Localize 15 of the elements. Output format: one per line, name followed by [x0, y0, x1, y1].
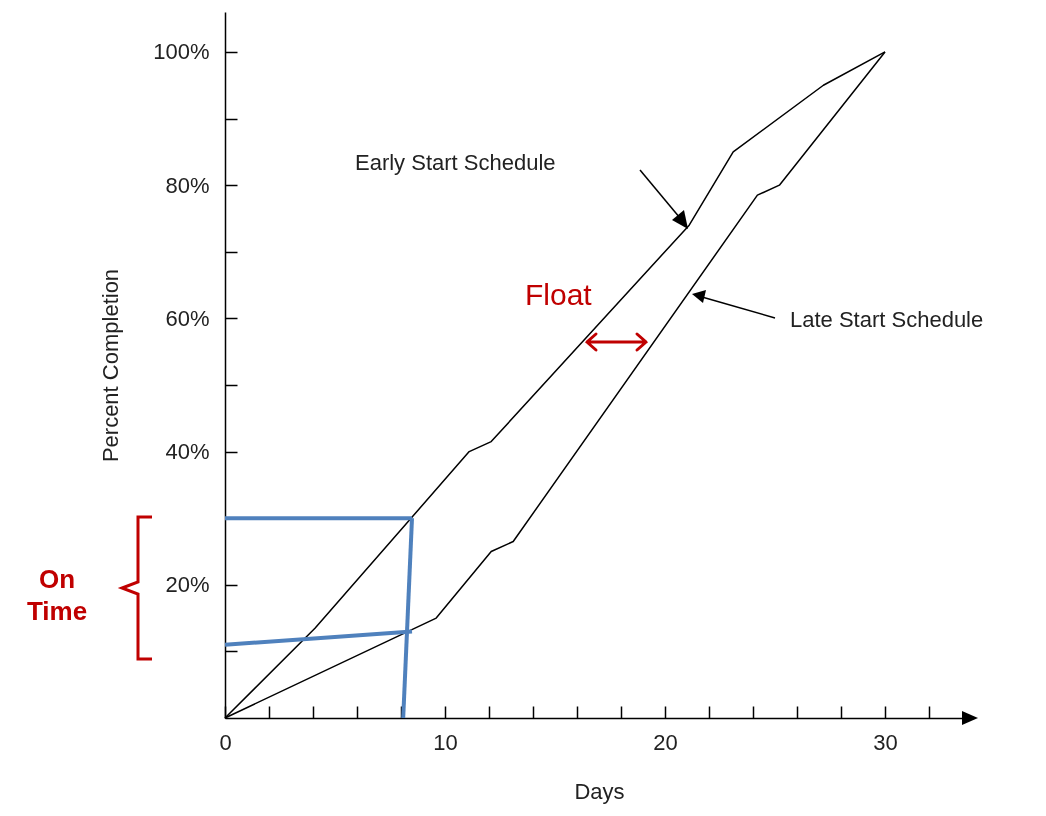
y-tick-label: 80% [165, 172, 210, 198]
annotation: Float [525, 278, 593, 311]
text: On Time [26, 564, 88, 626]
x-tick-label: 10 [433, 729, 458, 755]
x-tick-label: 20 [653, 729, 678, 755]
y-axis-title: Percent Completion [98, 268, 124, 463]
y-tick-label: 100% [153, 39, 210, 65]
x-tick-label: 30 [873, 729, 898, 755]
x-axis-title: Days [574, 778, 625, 804]
annotation: Early Start Schedule [355, 150, 556, 175]
y-tick-label: 20% [165, 572, 210, 598]
y-tick-label: 60% [165, 305, 210, 331]
annotation: Late Start Schedule [790, 307, 984, 332]
x-tick-label: 0 [219, 729, 232, 755]
y-tick-label: 40% [165, 439, 210, 465]
